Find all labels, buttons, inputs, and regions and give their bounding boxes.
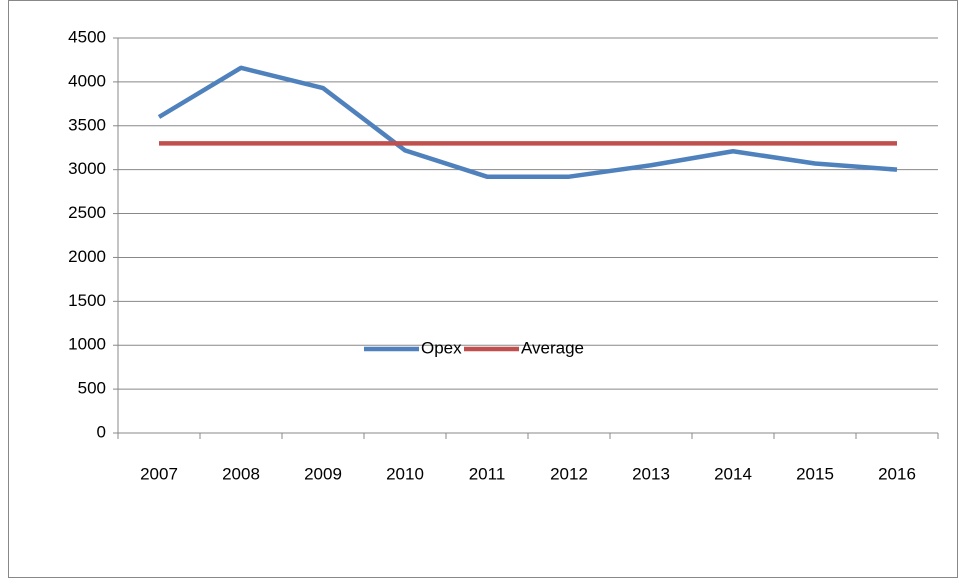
x-tick-label: 2009 xyxy=(304,464,342,483)
y-tick-label: 4000 xyxy=(68,71,106,90)
y-tick-label: 1000 xyxy=(68,335,106,354)
x-tick-label: 2011 xyxy=(469,464,506,483)
y-tick-label: 4500 xyxy=(68,27,106,46)
chart-frame xyxy=(8,0,958,578)
y-tick-label: 2000 xyxy=(68,247,106,266)
y-tick-label: 500 xyxy=(78,379,106,398)
x-tick-label: 2013 xyxy=(632,464,670,483)
x-tick-label: 2015 xyxy=(796,464,834,483)
x-tick-label: 2010 xyxy=(386,464,424,483)
legend-label: Opex xyxy=(421,338,462,357)
y-tick-label: 0 xyxy=(97,422,106,441)
legend-label: Average xyxy=(521,338,584,357)
x-tick-label: 2012 xyxy=(550,464,588,483)
y-tick-label: 2500 xyxy=(68,203,106,222)
legend-item: Average xyxy=(464,338,584,357)
x-tick-label: 2008 xyxy=(222,464,260,483)
y-tick-label: 3500 xyxy=(68,115,106,134)
x-tick-label: 2014 xyxy=(714,464,752,483)
x-tick-label: 2016 xyxy=(878,464,916,483)
y-tick-label: 1500 xyxy=(68,291,106,310)
legend-item: Opex xyxy=(364,338,462,357)
series-line xyxy=(157,65,898,179)
x-tick-label: 2007 xyxy=(140,464,178,483)
y-tick-label: 3000 xyxy=(68,159,106,178)
